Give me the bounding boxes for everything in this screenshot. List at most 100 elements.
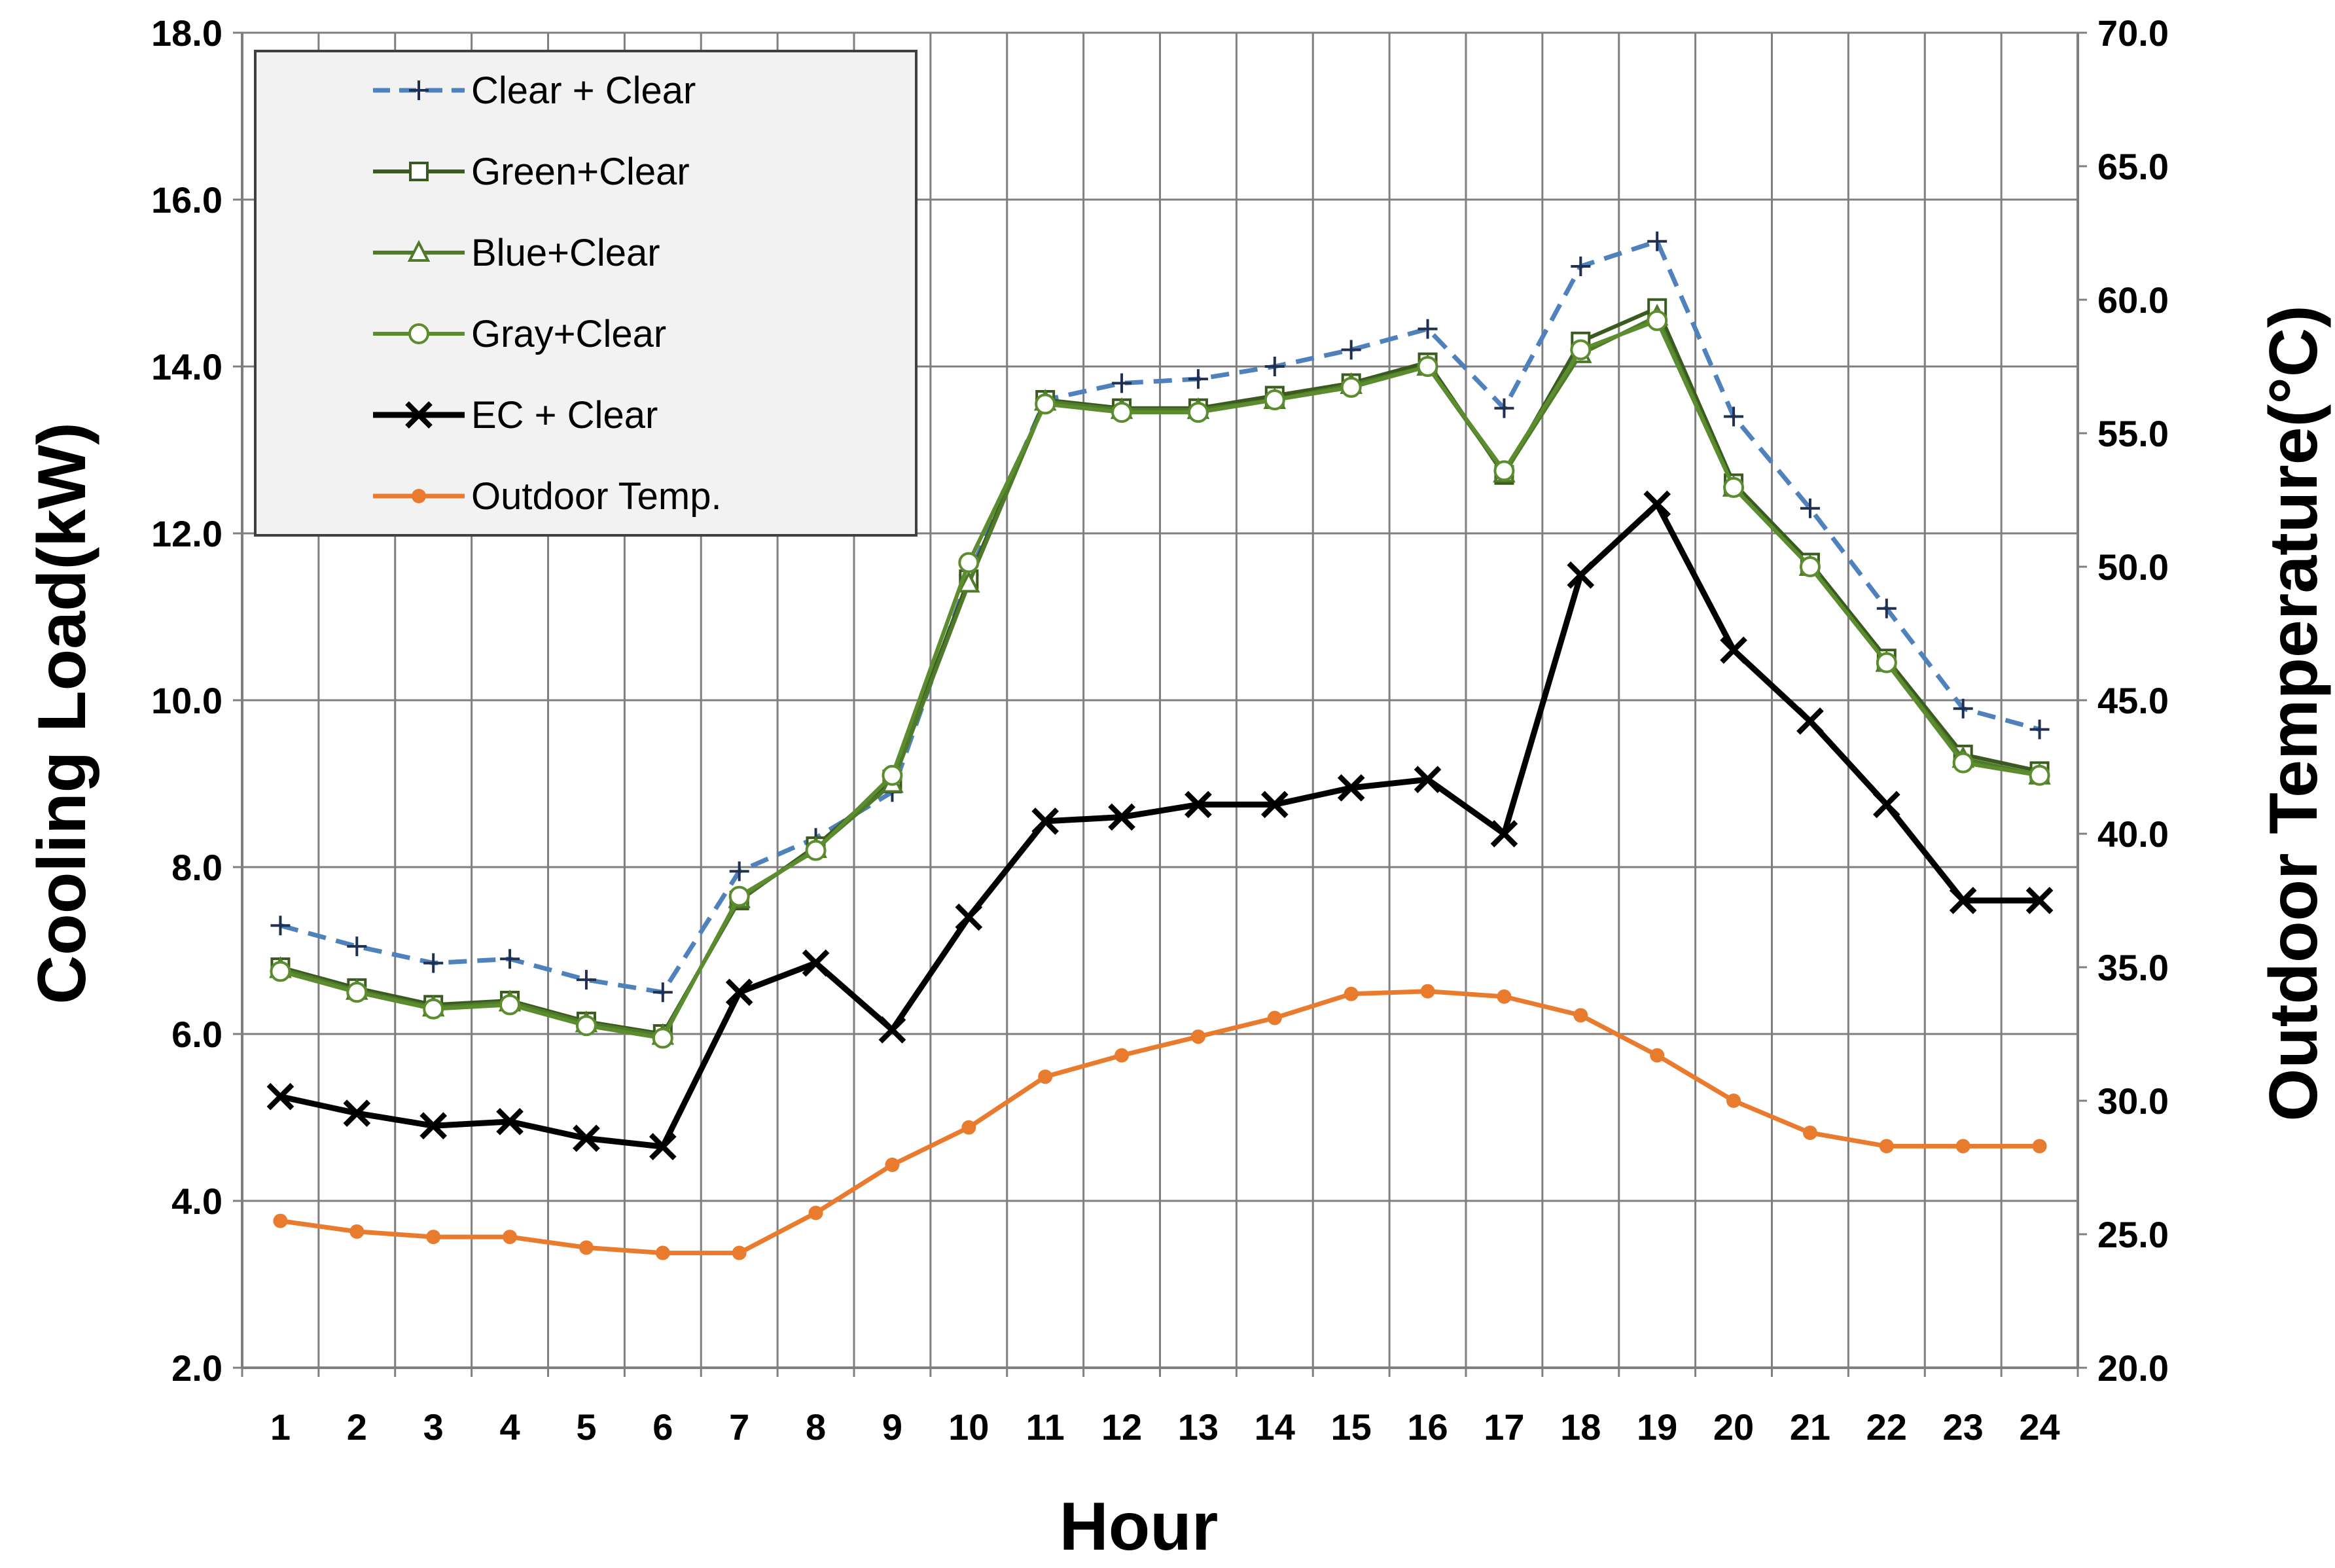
circle-marker (2029, 764, 2050, 786)
x-tick-label: 14 (1255, 1406, 1295, 1448)
x-marker (1490, 820, 1518, 847)
plus-marker (1494, 398, 1514, 418)
series-line (279, 501, 2040, 1150)
x-marker (419, 1112, 448, 1140)
x-marker (343, 1099, 371, 1127)
dot-marker (1038, 1069, 1053, 1084)
x-tick-label: 23 (1943, 1406, 1984, 1448)
x-marker (1949, 887, 1977, 914)
circle-marker (1340, 376, 1362, 398)
x-tick-label: 3 (423, 1406, 444, 1448)
y-tick-label: 6.0 (171, 1014, 223, 1055)
x-tick-label: 2 (347, 1406, 367, 1448)
x-tick-label: 13 (1178, 1406, 1219, 1448)
circle-marker (1723, 476, 1745, 498)
x-marker (1796, 707, 1824, 735)
circle-marker (652, 1027, 673, 1049)
circle-marker (270, 961, 291, 982)
dot-marker (579, 1240, 594, 1255)
dot-marker (1267, 1010, 1282, 1025)
plus-marker (1571, 257, 1591, 276)
legend-label: Clear + Clear (471, 69, 696, 112)
dot-marker (349, 1224, 365, 1239)
circle-marker (1493, 460, 1515, 482)
series-layer (266, 231, 2054, 1260)
plus-marker (1417, 319, 1438, 339)
x-marker (1260, 791, 1289, 819)
circle-marker (1187, 402, 1209, 423)
x-marker (1872, 791, 1900, 819)
series-gray-clear (270, 310, 2050, 1049)
y-tick-label: 2.0 (171, 1347, 223, 1389)
x-marker (955, 903, 983, 931)
dot-marker (273, 1213, 288, 1228)
dot-marker (1573, 1008, 1588, 1023)
plus-marker (1264, 357, 1285, 376)
dot-marker (1420, 984, 1435, 999)
plus-marker (270, 916, 291, 936)
y-tick-label: 4.0 (171, 1181, 223, 1222)
dot-marker (1879, 1139, 1894, 1154)
legend-label: Blue+Clear (471, 232, 660, 274)
y2-tick-label: 20.0 (2097, 1347, 2169, 1389)
x-tick-label: 9 (882, 1406, 902, 1448)
x-marker (1108, 803, 1135, 831)
plus-marker (500, 949, 520, 969)
plus-marker (1341, 340, 1361, 360)
y2-tick-label: 70.0 (2097, 12, 2169, 54)
legend-entry: Green+Clear (373, 151, 690, 193)
x-tick-label: 16 (1407, 1406, 1448, 1448)
dot-marker (1955, 1139, 1970, 1154)
dot-marker (1497, 989, 1512, 1004)
dot-marker (961, 1120, 976, 1135)
x-marker (1031, 808, 1060, 835)
circle-marker (423, 998, 444, 1020)
plus-marker (1876, 598, 1897, 618)
y2-tick-label: 40.0 (2097, 813, 2169, 855)
x-tick-label: 22 (1866, 1406, 1907, 1448)
dot-marker (732, 1245, 747, 1260)
legend-label: Green+Clear (471, 151, 690, 193)
legend-label: Outdoor Temp. (471, 475, 722, 518)
square-marker (409, 162, 429, 181)
dot-marker (1344, 986, 1359, 1001)
legend-entry: Blue+Clear (373, 232, 660, 274)
dot-marker (1650, 1048, 1665, 1063)
dot-marker (426, 1230, 441, 1245)
dot-marker (2032, 1139, 2047, 1154)
triangle-marker (957, 571, 980, 593)
x-tick-label: 20 (1713, 1406, 1754, 1448)
dot-marker (1726, 1094, 1741, 1108)
legend-entry: Outdoor Temp. (373, 475, 722, 518)
circle-marker (728, 885, 750, 907)
y2-tick-label: 55.0 (2097, 413, 2169, 454)
x-tick-label: 18 (1560, 1406, 1601, 1448)
circle-marker (958, 552, 980, 573)
x-tick-label: 8 (806, 1406, 826, 1448)
x-tick-label: 12 (1101, 1406, 1142, 1448)
x-tick-label: 5 (576, 1406, 596, 1448)
legend-entry: EC + Clear (373, 394, 658, 437)
x-marker (573, 1124, 600, 1152)
y2-tick-label: 35.0 (2097, 947, 2169, 988)
legend-label: Gray+Clear (471, 313, 666, 355)
x-axis-title: Hour (1060, 1489, 1219, 1565)
plus-marker (1647, 231, 1667, 251)
x-tick-label: 24 (2019, 1406, 2059, 1448)
x-tick-label: 15 (1331, 1406, 1372, 1448)
plus-marker (729, 861, 749, 882)
legend-label: EC + Clear (471, 394, 658, 437)
circle-marker (1876, 652, 1897, 673)
y2-tick-label: 65.0 (2097, 146, 2169, 187)
legend-entry: Clear + Clear (373, 69, 696, 112)
series-line (279, 989, 2040, 1256)
dot-marker (885, 1157, 900, 1172)
circle-marker (1570, 339, 1592, 361)
x-marker (878, 1016, 906, 1044)
dot-marker (808, 1205, 823, 1221)
dot-marker (1802, 1125, 1817, 1140)
plus-marker (1800, 498, 1820, 518)
circle-marker (882, 764, 903, 786)
y-tick-label: 18.0 (151, 12, 223, 54)
